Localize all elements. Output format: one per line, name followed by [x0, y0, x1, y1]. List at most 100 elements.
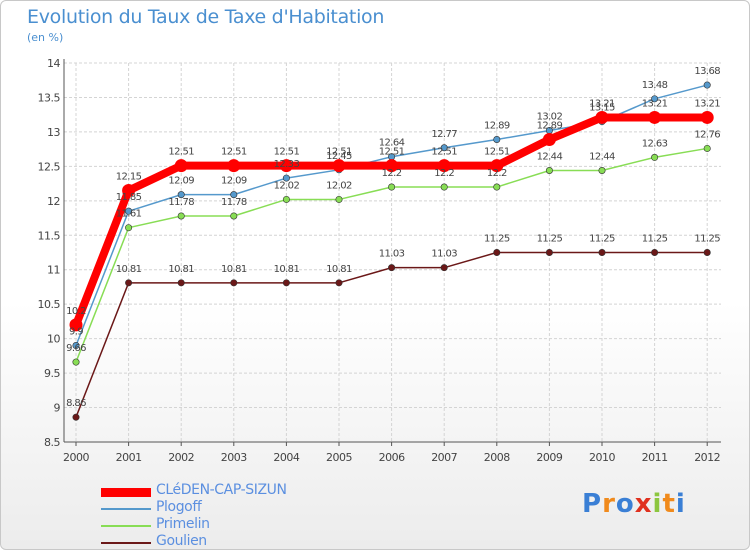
data-point-plogoff: [440, 144, 448, 152]
data-point-cl-den-cap-sizun: [542, 132, 556, 146]
data-label-cl-den-cap-sizun: 13.21: [589, 98, 615, 109]
y-tick-label: 11: [47, 264, 60, 277]
data-label-plogoff: 12.77: [431, 129, 457, 140]
data-point-goulien: [335, 279, 343, 287]
data-label-primelin: 12.44: [589, 151, 615, 162]
data-label-plogoff: 13.68: [694, 66, 720, 77]
data-label-cl-den-cap-sizun: 12.15: [116, 171, 142, 182]
data-point-plogoff: [72, 342, 80, 350]
data-label-cl-den-cap-sizun: 12.51: [274, 147, 300, 158]
y-tick-label: 12: [47, 195, 60, 208]
legend-label-goulien: Goulien: [156, 533, 207, 549]
data-point-primelin: [335, 195, 343, 203]
data-point-plogoff: [282, 174, 290, 182]
data-label-cl-den-cap-sizun: 12.51: [221, 147, 247, 158]
data-point-goulien: [440, 264, 448, 272]
data-label-goulien: 11.25: [537, 234, 563, 245]
logo-letter: o: [615, 489, 635, 519]
data-point-goulien: [72, 413, 80, 421]
data-point-cl-den-cap-sizun: [279, 159, 293, 173]
data-label-plogoff: 9.9: [69, 327, 83, 338]
y-tick-label: 11.5: [38, 229, 61, 242]
data-point-primelin: [282, 195, 290, 203]
data-label-primelin: 11.78: [168, 197, 194, 208]
data-label-cl-den-cap-sizun: 10.2: [66, 306, 86, 317]
y-tick-label: 10.5: [38, 298, 61, 311]
data-point-goulien: [598, 249, 606, 257]
logo-letter: r: [602, 489, 616, 519]
data-label-plogoff: 13.15: [589, 103, 615, 114]
x-tick-label: 2007: [431, 451, 457, 464]
data-label-cl-den-cap-sizun: 12.51: [168, 147, 194, 158]
data-point-primelin: [177, 212, 185, 220]
data-label-plogoff: 13.48: [642, 80, 668, 91]
legend-swatch-goulien: [101, 542, 151, 544]
data-label-goulien: 11.03: [431, 249, 457, 260]
data-point-cl-den-cap-sizun: [490, 159, 504, 173]
legend-label-plogoff: Plogoff: [156, 499, 202, 515]
y-tick-label: 9.5: [44, 367, 60, 380]
logo-letter: P: [582, 489, 603, 519]
data-point-goulien: [493, 249, 501, 257]
data-point-goulien: [388, 264, 396, 272]
data-label-primelin: 9.66: [66, 343, 86, 354]
logo-letter: x: [634, 489, 653, 519]
legend-swatch-cleden: [101, 488, 151, 497]
data-label-goulien: 10.81: [274, 264, 300, 275]
data-label-plogoff: 12.09: [168, 176, 194, 187]
data-point-plogoff: [493, 135, 501, 143]
data-point-goulien: [230, 279, 238, 287]
data-point-primelin: [125, 224, 133, 232]
data-point-cl-den-cap-sizun: [227, 159, 241, 173]
data-point-goulien: [125, 279, 133, 287]
data-label-primelin: 12.63: [642, 138, 668, 149]
data-point-cl-den-cap-sizun: [595, 110, 609, 124]
data-label-goulien: 10.81: [326, 264, 352, 275]
data-point-primelin: [598, 166, 606, 174]
data-label-primelin: 12.2: [487, 168, 507, 179]
data-point-cl-den-cap-sizun: [69, 318, 83, 332]
legend-swatch-plogoff: [101, 508, 151, 510]
data-point-primelin: [230, 212, 238, 220]
data-label-plogoff: 12.33: [274, 159, 300, 170]
x-tick-label: 2011: [642, 451, 668, 464]
legend-swatch-primelin: [101, 525, 151, 527]
data-point-primelin: [493, 183, 501, 191]
data-point-cl-den-cap-sizun: [332, 159, 346, 173]
data-label-cl-den-cap-sizun: 12.51: [484, 147, 510, 158]
data-label-primelin: 12.02: [274, 180, 300, 191]
legend-label-primelin: Primelin: [156, 516, 210, 532]
data-point-cl-den-cap-sizun: [437, 159, 451, 173]
data-label-cl-den-cap-sizun: 13.21: [694, 98, 720, 109]
y-tick-label: 12.5: [38, 160, 61, 173]
data-point-cl-den-cap-sizun: [648, 110, 662, 124]
data-point-cl-den-cap-sizun: [700, 110, 714, 124]
proxiti-logo: Proxiti: [582, 489, 686, 519]
data-label-goulien: 10.81: [168, 264, 194, 275]
data-point-goulien: [177, 279, 185, 287]
data-point-plogoff: [125, 207, 133, 215]
data-label-goulien: 10.81: [116, 264, 142, 275]
y-tick-label: 8.5: [44, 436, 60, 449]
data-point-plogoff: [703, 81, 711, 89]
y-tick-label: 10: [47, 333, 60, 346]
y-tick-label: 13: [47, 126, 60, 139]
data-label-plogoff: 12.64: [379, 138, 405, 149]
data-point-plogoff: [651, 95, 659, 103]
logo-letter: t: [662, 489, 676, 519]
data-label-goulien: 11.03: [379, 249, 405, 260]
data-point-primelin: [545, 166, 553, 174]
data-label-goulien: 10.81: [221, 264, 247, 275]
data-point-cl-den-cap-sizun: [385, 159, 399, 173]
data-point-primelin: [440, 183, 448, 191]
data-point-cl-den-cap-sizun: [174, 159, 188, 173]
x-tick-label: 2000: [63, 451, 89, 464]
data-label-plogoff: 12.89: [484, 120, 510, 131]
logo-letter: i: [675, 489, 686, 519]
x-tick-label: 2008: [484, 451, 510, 464]
data-point-cl-den-cap-sizun: [122, 183, 136, 197]
data-label-plogoff: 12.45: [326, 151, 352, 162]
data-point-plogoff: [177, 191, 185, 199]
x-tick-label: 2002: [168, 451, 194, 464]
